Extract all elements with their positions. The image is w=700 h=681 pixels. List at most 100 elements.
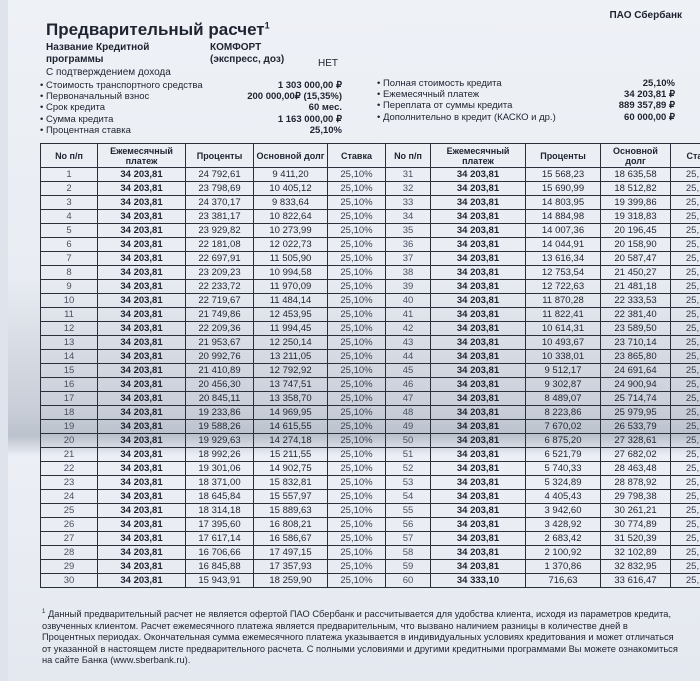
table-cell: 25,10% xyxy=(327,363,386,378)
table-cell: 10 493,67 xyxy=(525,335,601,350)
footnote: 1 Данный предварительный расчет не являе… xyxy=(42,607,682,667)
table-cell: 25,10% xyxy=(670,181,700,196)
table-cell: 34 203,81 xyxy=(430,279,526,294)
table-cell: 25,10% xyxy=(327,307,386,322)
table-cell: 25,10% xyxy=(670,293,700,308)
table-cell: 19 318,83 xyxy=(600,209,671,224)
table-cell: 15 xyxy=(40,363,98,378)
table-cell: 19 399,86 xyxy=(600,195,671,210)
table-cell: 46 xyxy=(385,377,431,392)
table-cell: 23 929,82 xyxy=(185,223,254,238)
table-cell: 44 xyxy=(385,349,431,364)
table-cell: 58 xyxy=(385,545,431,560)
table-cell: 10 822,64 xyxy=(253,209,328,224)
table-cell: 25,10% xyxy=(670,349,700,364)
table-cell: 55 xyxy=(385,503,431,518)
table-cell: 18 645,84 xyxy=(185,489,254,504)
table-cell: 38 xyxy=(385,265,431,280)
table-cell: 15 889,63 xyxy=(253,503,328,518)
table-cell: 26 xyxy=(40,517,98,532)
table-cell: 30 774,89 xyxy=(600,517,671,532)
table-cell: 34 203,81 xyxy=(97,391,186,406)
table-cell: 34 203,81 xyxy=(97,195,186,210)
table-cell: 25,10% xyxy=(670,433,700,448)
table-cell: 25,10% xyxy=(327,517,386,532)
table-cell: 17 xyxy=(40,391,98,406)
table-cell: 25,10% xyxy=(327,545,386,560)
table-cell: 25,10% xyxy=(327,447,386,462)
table-cell: 34 xyxy=(385,209,431,224)
table-cell: 20 196,45 xyxy=(600,223,671,238)
table-cell: 34 203,81 xyxy=(97,531,186,546)
table-cell: 25,10% xyxy=(327,559,386,574)
table-row: 28 34 203,81 16 706,66 17 497,15 25,10% 58 34 … xyxy=(40,545,700,560)
table-cell: 40 xyxy=(385,293,431,308)
table-cell: 7 670,02 xyxy=(525,419,601,434)
table-row: 11 34 203,81 21 749,86 12 453,95 25,10% 41 34 … xyxy=(40,307,700,322)
table-cell: 34 203,81 xyxy=(430,307,526,322)
table-cell: 25,10% xyxy=(670,223,700,238)
table-cell: 25,10% xyxy=(670,545,700,560)
table-cell: 14 803,95 xyxy=(525,195,601,210)
table-cell: 17 617,14 xyxy=(185,531,254,546)
table-cell: 34 333,10 xyxy=(430,573,526,588)
table-cell: 27 328,61 xyxy=(600,433,671,448)
table-cell: 26 533,79 xyxy=(600,419,671,434)
table-cell: 21 749,86 xyxy=(185,307,254,322)
table-cell: 11 970,09 xyxy=(253,279,328,294)
table-cell: 10 273,99 xyxy=(253,223,328,238)
table-row: 14 34 203,81 20 992,76 13 211,05 25,10% 44 34 … xyxy=(40,349,700,364)
table-cell: 34 203,81 xyxy=(97,363,186,378)
table-cell: 15 943,91 xyxy=(185,573,254,588)
table-cell: 25,10% xyxy=(327,391,386,406)
table-cell: 23 589,50 xyxy=(600,321,671,336)
params-right: • Полная стоимость кредита 25,10% • Ежеме… xyxy=(377,78,675,123)
table-cell: 20 845,11 xyxy=(185,391,254,406)
table-cell: 716,63 xyxy=(525,573,601,588)
param-label: • Переплата от суммы кредита xyxy=(377,100,513,112)
table-cell: 14 274,18 xyxy=(253,433,328,448)
table-cell: 15 568,23 xyxy=(525,167,601,182)
table-cell: 25,10% xyxy=(327,181,386,196)
bank-name: ПАО Сбербанк xyxy=(609,10,682,21)
table-cell: 25,10% xyxy=(670,419,700,434)
column-header: Основной долг xyxy=(253,143,328,168)
table-row: 27 34 203,81 17 617,14 16 586,67 25,10% 57 34 … xyxy=(40,531,700,546)
table-cell: 27 xyxy=(40,531,98,546)
param-value: 889 357,89 ₽ xyxy=(618,100,675,112)
table-cell: 13 616,34 xyxy=(525,251,601,266)
param-label: • Сумма кредита xyxy=(40,113,114,125)
table-cell: 22 181,08 xyxy=(185,237,254,252)
table-row: 12 34 203,81 22 209,36 11 994,45 25,10% 42 34 … xyxy=(40,321,700,336)
table-cell: 25,10% xyxy=(327,531,386,546)
table-cell: 51 xyxy=(385,447,431,462)
table-cell: 25,10% xyxy=(327,405,386,420)
table-cell: 34 203,81 xyxy=(97,223,186,238)
table-cell: 34 203,81 xyxy=(97,489,186,504)
table-cell: 34 203,81 xyxy=(430,391,526,406)
table-cell: 19 301,06 xyxy=(185,461,254,476)
table-cell: 12 xyxy=(40,321,98,336)
table-cell: 20 xyxy=(40,433,98,448)
table-cell: 25,10% xyxy=(670,503,700,518)
table-cell: 14 902,75 xyxy=(253,461,328,476)
table-cell: 34 203,81 xyxy=(430,405,526,420)
table-cell: 10 405,12 xyxy=(253,181,328,196)
table-cell: 13 358,70 xyxy=(253,391,328,406)
table-cell: 12 722,63 xyxy=(525,279,601,294)
param-value: 25,10% xyxy=(309,124,342,136)
footnote-mark: 1 xyxy=(42,609,46,615)
table-cell: 34 203,81 xyxy=(430,223,526,238)
table-cell: 33 616,47 xyxy=(600,573,671,588)
table-cell: 33 xyxy=(385,195,431,210)
table-cell: 45 xyxy=(385,363,431,378)
table-cell: 16 586,67 xyxy=(253,531,328,546)
table-cell: 8 489,07 xyxy=(525,391,601,406)
table-cell: 25,10% xyxy=(327,293,386,308)
table-cell: 8 223,86 xyxy=(525,405,601,420)
table-row: 8 34 203,81 23 209,23 10 994,58 25,10% 38 34 2… xyxy=(40,265,700,280)
table-cell: 6 xyxy=(40,237,98,252)
table-row: 26 34 203,81 17 395,60 16 808,21 25,10% 56 34 … xyxy=(40,517,700,532)
table-cell: 60 xyxy=(385,573,431,588)
table-cell: 12 453,95 xyxy=(253,307,328,322)
